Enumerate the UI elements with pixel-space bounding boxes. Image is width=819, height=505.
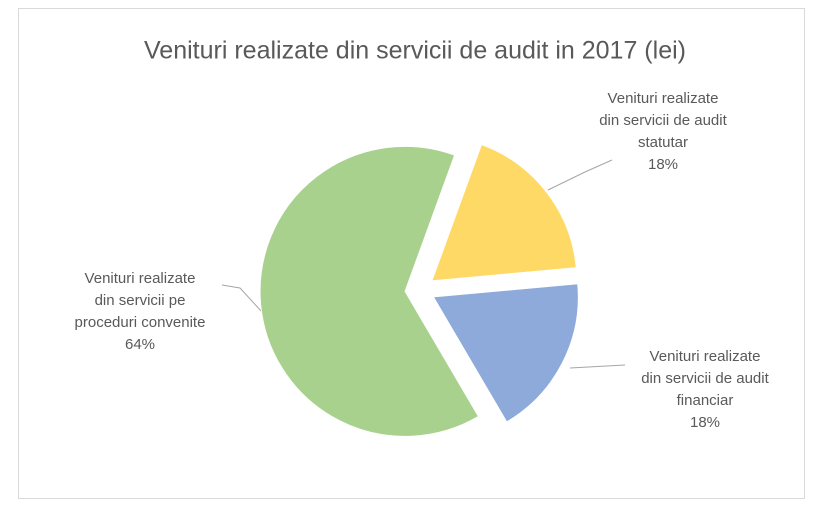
pie-slice xyxy=(259,145,480,437)
leader-line xyxy=(547,159,613,191)
category-label: Venituri realizate din servicii de audit… xyxy=(641,348,769,409)
data-label: Venituri realizate din servicii pe proce… xyxy=(73,268,207,356)
category-label: Venituri realizate din servicii de audit… xyxy=(599,90,727,151)
data-label: Venituri realizate din servicii de audit… xyxy=(638,346,772,434)
value-label: 18% xyxy=(689,414,721,431)
chart-title: Venituri realizate din servicii de audit… xyxy=(144,37,686,65)
leader-line xyxy=(221,284,263,313)
leader-line xyxy=(569,364,626,369)
value-label: 18% xyxy=(647,156,679,173)
pie-slice xyxy=(431,143,577,282)
data-label: Venituri realizate din servicii de audit… xyxy=(596,88,730,176)
category-label: Venituri realizate din servicii pe proce… xyxy=(74,270,206,331)
pie-slice xyxy=(432,283,579,423)
value-label: 64% xyxy=(124,336,156,353)
